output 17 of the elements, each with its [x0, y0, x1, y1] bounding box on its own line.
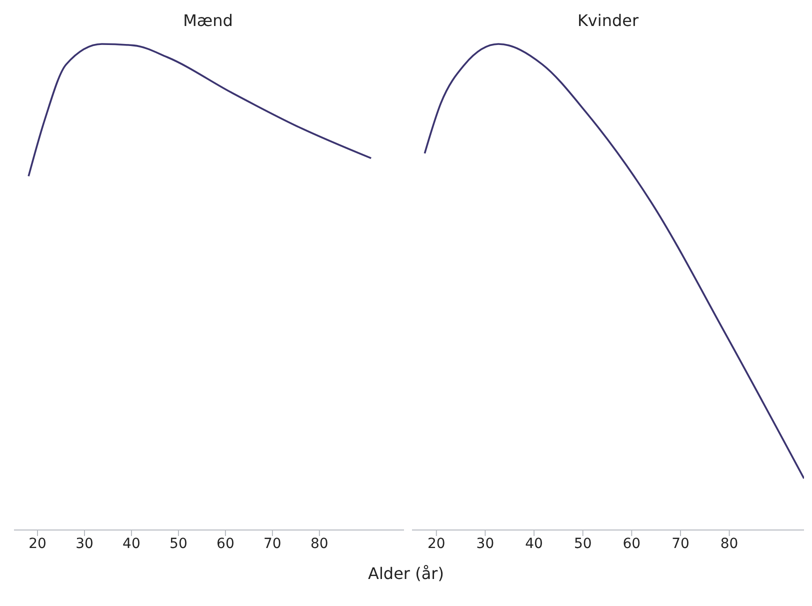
x-tick-label: 70 — [264, 536, 282, 552]
x-tick-label: 50 — [170, 536, 188, 552]
x-tick-label: 40 — [122, 536, 140, 552]
x-tick-label: 30 — [76, 536, 94, 552]
x-tick-label: 70 — [672, 536, 690, 552]
x-tick-label: 80 — [310, 536, 328, 552]
x-tick-label: 20 — [427, 536, 446, 552]
x-axis-title: Alder (år) — [367, 564, 445, 583]
x-tick-label: 60 — [216, 536, 234, 552]
chart-title: Kvinder — [576, 10, 640, 32]
x-tick-label: 50 — [574, 536, 592, 552]
x-tick-label: 30 — [476, 536, 494, 552]
x-tick-label: 40 — [525, 536, 543, 552]
x-tick-label: 60 — [622, 536, 641, 552]
chart-title: Mænd — [182, 10, 234, 32]
x-tick-label: 80 — [720, 536, 738, 552]
x-tick-label: 20 — [28, 536, 46, 552]
